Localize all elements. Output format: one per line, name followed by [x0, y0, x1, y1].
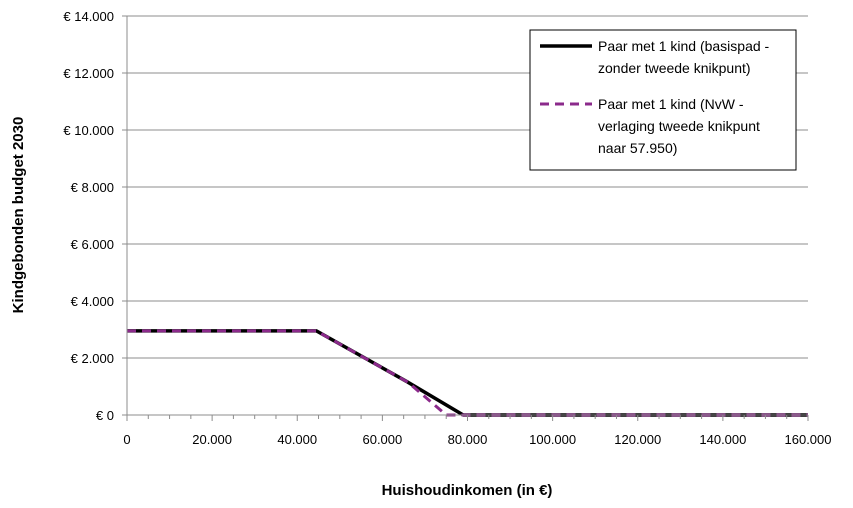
series-line-2	[127, 329, 808, 417]
x-tick-label: 140.000	[699, 432, 746, 447]
y-tick-label: € 14.000	[63, 9, 114, 24]
x-tick-label: 80.000	[448, 432, 488, 447]
x-tick-label: 120.000	[614, 432, 661, 447]
x-tick-labels: 0 20.000 40.000 60.000 80.000 100.000 120.000 1…	[123, 432, 831, 447]
legend: Paar met 1 kind (basispad -zonder tweede…	[529, 29, 797, 171]
x-axis-title: Huishoudinkomen (in €)	[382, 482, 553, 499]
x-tick-label: 160.000	[785, 432, 832, 447]
legend-label-1: Paar met 1 kind (basispad -zonder tweede…	[598, 38, 770, 76]
series-line-1	[127, 329, 808, 417]
axes	[122, 15, 809, 421]
x-tick-label: 60.000	[362, 432, 402, 447]
y-tick-label: € 12.000	[63, 66, 114, 81]
legend-box	[529, 29, 797, 171]
y-axis-title: Kindgebonden budget 2030	[10, 117, 27, 314]
x-tick-label: 100.000	[529, 432, 576, 447]
x-tick-label: 0	[123, 432, 130, 447]
gridlines	[127, 15, 808, 359]
x-tick-label: 40.000	[277, 432, 317, 447]
y-tick-label: € 8.000	[71, 180, 114, 195]
y-tick-label: € 4.000	[71, 294, 114, 309]
series-layer	[127, 329, 808, 417]
y-tick-label: € 6.000	[71, 237, 114, 252]
x-tick-label: 20.000	[192, 432, 232, 447]
y-tick-label: € 0	[96, 408, 114, 423]
y-tick-label: € 2.000	[71, 351, 114, 366]
y-tick-labels: € 0 € 2.000 € 4.000 € 6.000 € 8.000 € 10.000 €…	[63, 9, 114, 423]
y-tick-label: € 10.000	[63, 123, 114, 138]
legend-label-2: Paar met 1 kind (NvW -verlaging tweede k…	[598, 96, 760, 156]
